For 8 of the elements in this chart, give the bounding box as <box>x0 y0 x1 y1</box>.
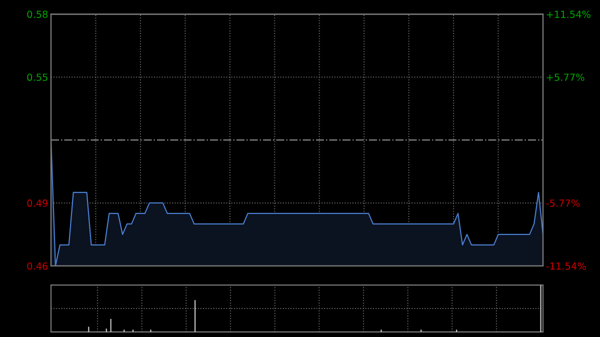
y2-tick-label: -5.77% <box>546 199 580 207</box>
y-tick-label: 0.49 <box>27 199 48 207</box>
y-tick-label: 0.58 <box>27 10 48 18</box>
y-tick-label: 0.46 <box>27 262 48 270</box>
y2-tick-label: -11.54% <box>546 262 586 270</box>
y2-tick-label: +5.77% <box>546 74 584 81</box>
y-tick-label: 0.55 <box>27 74 48 81</box>
y2-tick-label: +11.54% <box>546 10 590 18</box>
